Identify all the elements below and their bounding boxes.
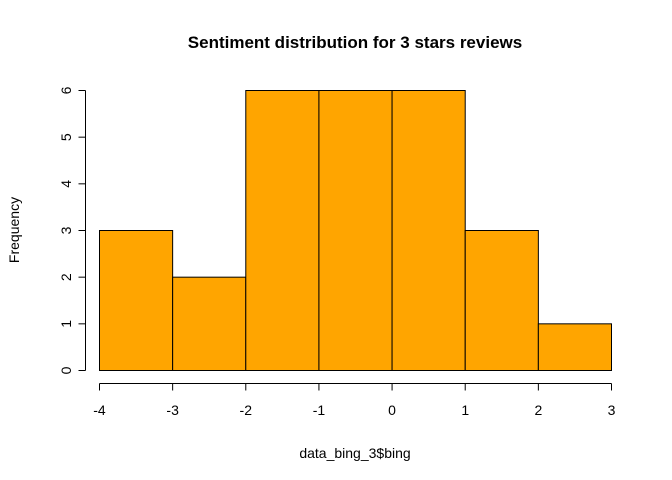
chart-title: Sentiment distribution for 3 stars revie…	[188, 33, 522, 52]
histogram-bar-6	[537, 323, 612, 372]
x-tick-label-5: 1	[461, 402, 469, 418]
x-tick-label-7: 3	[608, 402, 616, 418]
histogram-bar-4	[391, 90, 466, 371]
x-tick-label-6: 2	[534, 402, 542, 418]
y-tick-label-5: 5	[58, 133, 74, 141]
x-tick-label-0: -4	[93, 402, 106, 418]
histogram-bar-0	[99, 230, 174, 371]
y-axis-label: Frequency	[6, 197, 22, 263]
y-tick-label-0: 0	[58, 366, 74, 374]
histogram-bar-3	[318, 90, 393, 371]
histogram-bar-1	[172, 276, 247, 371]
x-axis-label: data_bing_3$bing	[299, 445, 410, 461]
x-axis: -4 -3 -2 -1 0 1 2 3	[93, 383, 616, 418]
x-tick-label-4: 0	[388, 402, 396, 418]
y-tick-label-4: 4	[58, 180, 74, 188]
x-tick-label-2: -2	[240, 402, 253, 418]
y-axis: 0 1 2 3 4 5 6	[58, 86, 86, 374]
histogram-bar-5	[464, 230, 539, 371]
y-tick-label-2: 2	[58, 273, 74, 281]
y-tick-label-3: 3	[58, 226, 74, 234]
x-tick-label-1: -3	[166, 402, 179, 418]
y-tick-label-6: 6	[58, 86, 74, 94]
x-tick-label-3: -1	[313, 402, 326, 418]
bars-group	[99, 90, 612, 372]
y-tick-label-1: 1	[58, 320, 74, 328]
histogram-bar-2	[245, 90, 320, 371]
